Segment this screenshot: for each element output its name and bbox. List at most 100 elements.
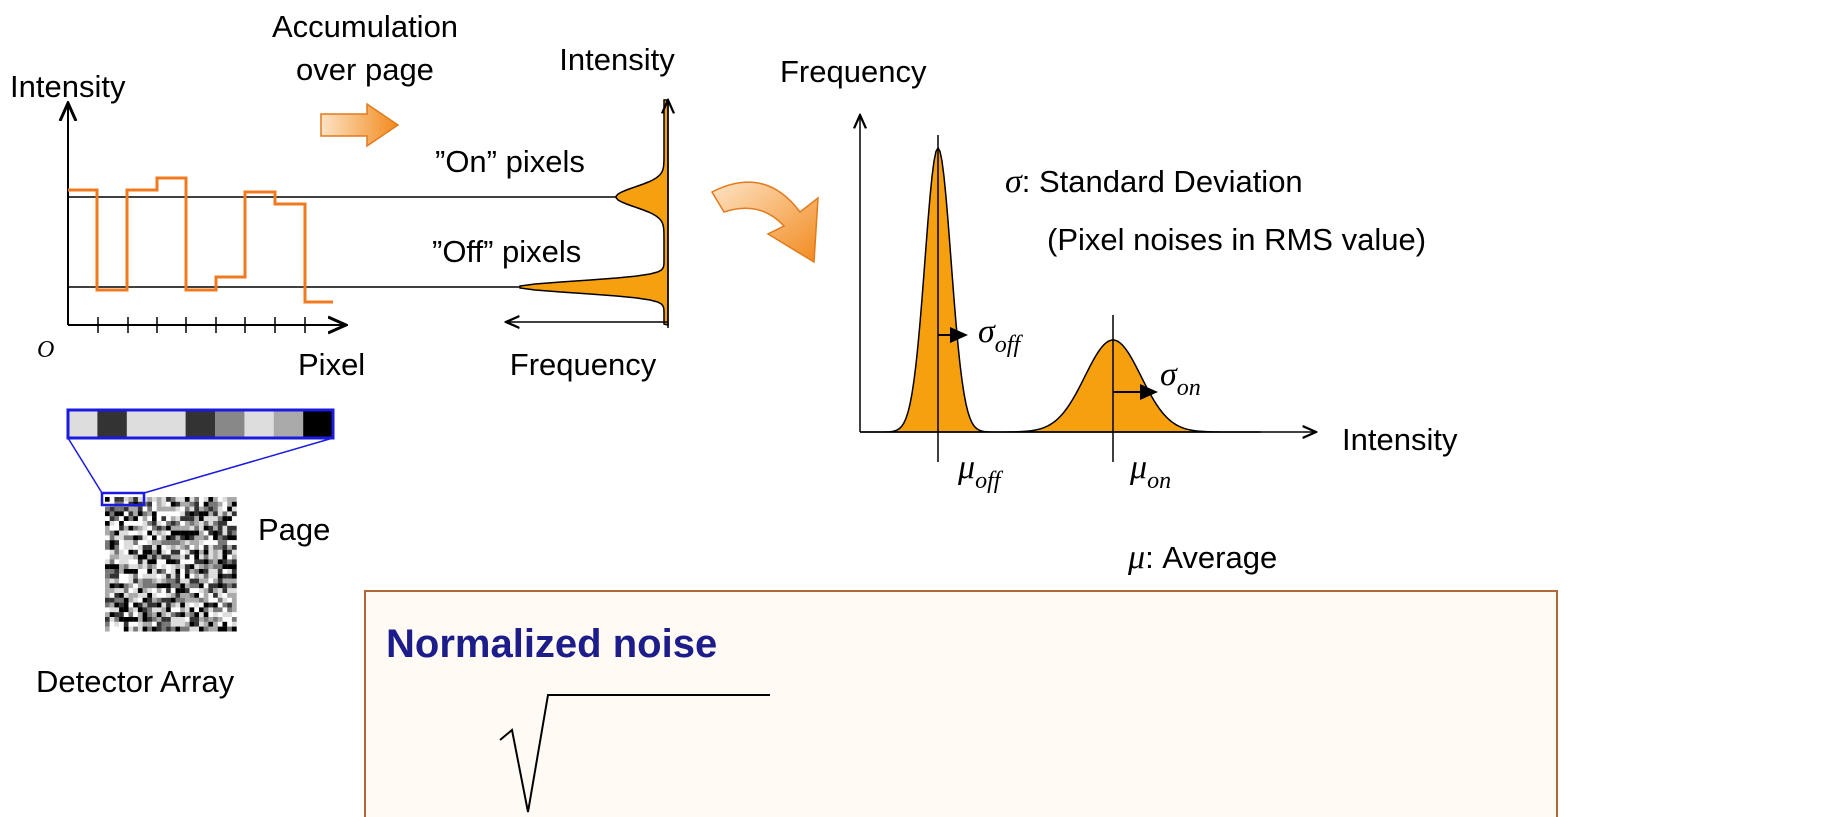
page-pixel bbox=[119, 540, 124, 546]
page-pixel bbox=[208, 501, 214, 507]
page-pixel bbox=[128, 573, 134, 579]
page-pixel bbox=[166, 549, 171, 555]
page-pixel bbox=[217, 621, 223, 627]
page-pixel bbox=[156, 569, 162, 574]
page-pixel bbox=[231, 597, 237, 603]
page-pixel bbox=[231, 617, 237, 622]
page-pixel bbox=[208, 549, 214, 555]
page-pixel bbox=[156, 506, 162, 512]
page-pixel bbox=[199, 583, 204, 589]
page-pixel bbox=[156, 597, 162, 603]
page-pixel bbox=[184, 578, 190, 584]
page-pixel bbox=[109, 497, 115, 502]
page-pixel bbox=[203, 516, 209, 522]
page-pixel bbox=[231, 573, 237, 579]
page-pixel bbox=[208, 535, 214, 541]
page-pixel bbox=[203, 497, 209, 502]
page-pixel bbox=[152, 497, 157, 502]
legend-mu: μ: Average bbox=[1127, 539, 1277, 576]
page-pixel bbox=[227, 525, 232, 531]
page-pixel bbox=[156, 545, 162, 550]
page-pixel bbox=[180, 597, 185, 603]
page-pixel bbox=[203, 549, 209, 555]
page-pixel bbox=[213, 559, 218, 565]
page-pixel bbox=[184, 573, 190, 579]
page-pixel bbox=[147, 617, 153, 622]
page-pixel bbox=[231, 525, 237, 531]
page-pixel bbox=[142, 549, 148, 555]
page-pixel bbox=[170, 540, 176, 546]
page-pixel bbox=[175, 521, 181, 526]
page-pixel bbox=[227, 559, 232, 565]
page-pixel bbox=[189, 602, 195, 608]
page-pixel bbox=[109, 511, 115, 517]
page-pixel bbox=[133, 569, 138, 574]
page-pixel bbox=[161, 511, 167, 517]
axis-label: Intensity bbox=[10, 69, 126, 104]
page-pixel bbox=[180, 621, 185, 627]
page-pixel bbox=[119, 612, 124, 618]
page-pixel bbox=[137, 516, 143, 522]
page-pixel bbox=[217, 573, 223, 579]
page-pixel bbox=[166, 559, 171, 565]
page-pixel bbox=[170, 530, 176, 536]
page-pixel bbox=[152, 593, 157, 598]
page-pixel bbox=[128, 525, 134, 531]
page-pixel bbox=[175, 545, 181, 550]
page-pixel bbox=[166, 588, 171, 594]
page-pixel bbox=[119, 597, 124, 603]
page-pixel bbox=[227, 607, 232, 613]
page-pixel bbox=[156, 626, 162, 632]
page-pixel bbox=[222, 621, 228, 627]
page-pixel bbox=[105, 497, 110, 502]
page-pixel bbox=[222, 588, 228, 594]
page-pixel bbox=[217, 593, 223, 598]
page-pixel bbox=[119, 564, 124, 570]
arrow bbox=[320, 102, 400, 148]
page-pixel bbox=[175, 501, 181, 507]
page-pixel bbox=[123, 535, 129, 541]
page-pixel bbox=[152, 564, 157, 570]
page-pixel bbox=[147, 540, 153, 546]
page-pixel bbox=[109, 617, 115, 622]
page-pixel bbox=[208, 554, 214, 560]
page-pixel bbox=[119, 626, 124, 632]
strip-frame bbox=[66, 408, 335, 440]
page-pixel bbox=[119, 621, 124, 627]
page-pixel bbox=[123, 564, 129, 570]
page-pixel bbox=[105, 559, 110, 565]
page-pixel bbox=[194, 497, 200, 502]
pixel bbox=[68, 410, 98, 438]
page-pixel bbox=[222, 516, 228, 522]
page-pixel bbox=[137, 597, 143, 603]
page-pixel bbox=[166, 516, 171, 522]
page-pixel bbox=[161, 617, 167, 622]
page-pixel bbox=[161, 569, 167, 574]
page-pixel bbox=[109, 540, 115, 546]
page-pixel bbox=[109, 530, 115, 536]
page-pixel bbox=[199, 549, 204, 555]
page-pixel bbox=[128, 607, 134, 613]
page-pixel bbox=[166, 554, 171, 560]
page-pixel bbox=[161, 516, 167, 522]
page-pixel bbox=[105, 569, 110, 574]
page-pixel bbox=[227, 564, 232, 570]
page-pixel bbox=[208, 612, 214, 618]
page-pixel bbox=[123, 554, 129, 560]
page-pixel bbox=[156, 593, 162, 598]
page-pixel bbox=[114, 602, 120, 608]
page-pixel bbox=[222, 545, 228, 550]
page-pixel bbox=[128, 521, 134, 526]
page-pixel bbox=[189, 617, 195, 622]
page-pixel bbox=[161, 559, 167, 565]
page-pixel bbox=[227, 583, 232, 589]
page-pixel bbox=[142, 602, 148, 608]
page-pixel bbox=[119, 602, 124, 608]
page-pixel bbox=[175, 588, 181, 594]
page-pixel bbox=[189, 525, 195, 531]
axis-label: Frequency bbox=[510, 347, 657, 382]
page-pixel bbox=[156, 602, 162, 608]
page-pixel bbox=[194, 540, 200, 546]
page-pixel bbox=[170, 516, 176, 522]
page-pixel bbox=[123, 516, 129, 522]
